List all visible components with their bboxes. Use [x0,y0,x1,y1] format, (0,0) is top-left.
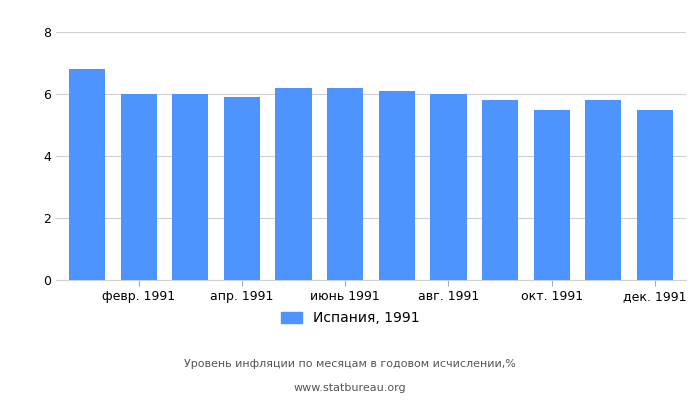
Bar [637,110,673,280]
Text: Уровень инфляции по месяцам в годовом исчислении,%: Уровень инфляции по месяцам в годовом ис… [184,359,516,369]
Bar [379,91,415,280]
Bar [482,100,518,280]
Bar [430,94,466,280]
Text: www.statbureau.org: www.statbureau.org [294,383,406,393]
Bar [224,97,260,280]
Bar [585,100,622,280]
Bar [172,94,209,280]
Bar [69,69,105,280]
Bar [533,110,570,280]
Legend: Испания, 1991: Испания, 1991 [275,306,425,331]
Bar [120,94,157,280]
Bar [327,88,363,280]
Bar [276,88,312,280]
